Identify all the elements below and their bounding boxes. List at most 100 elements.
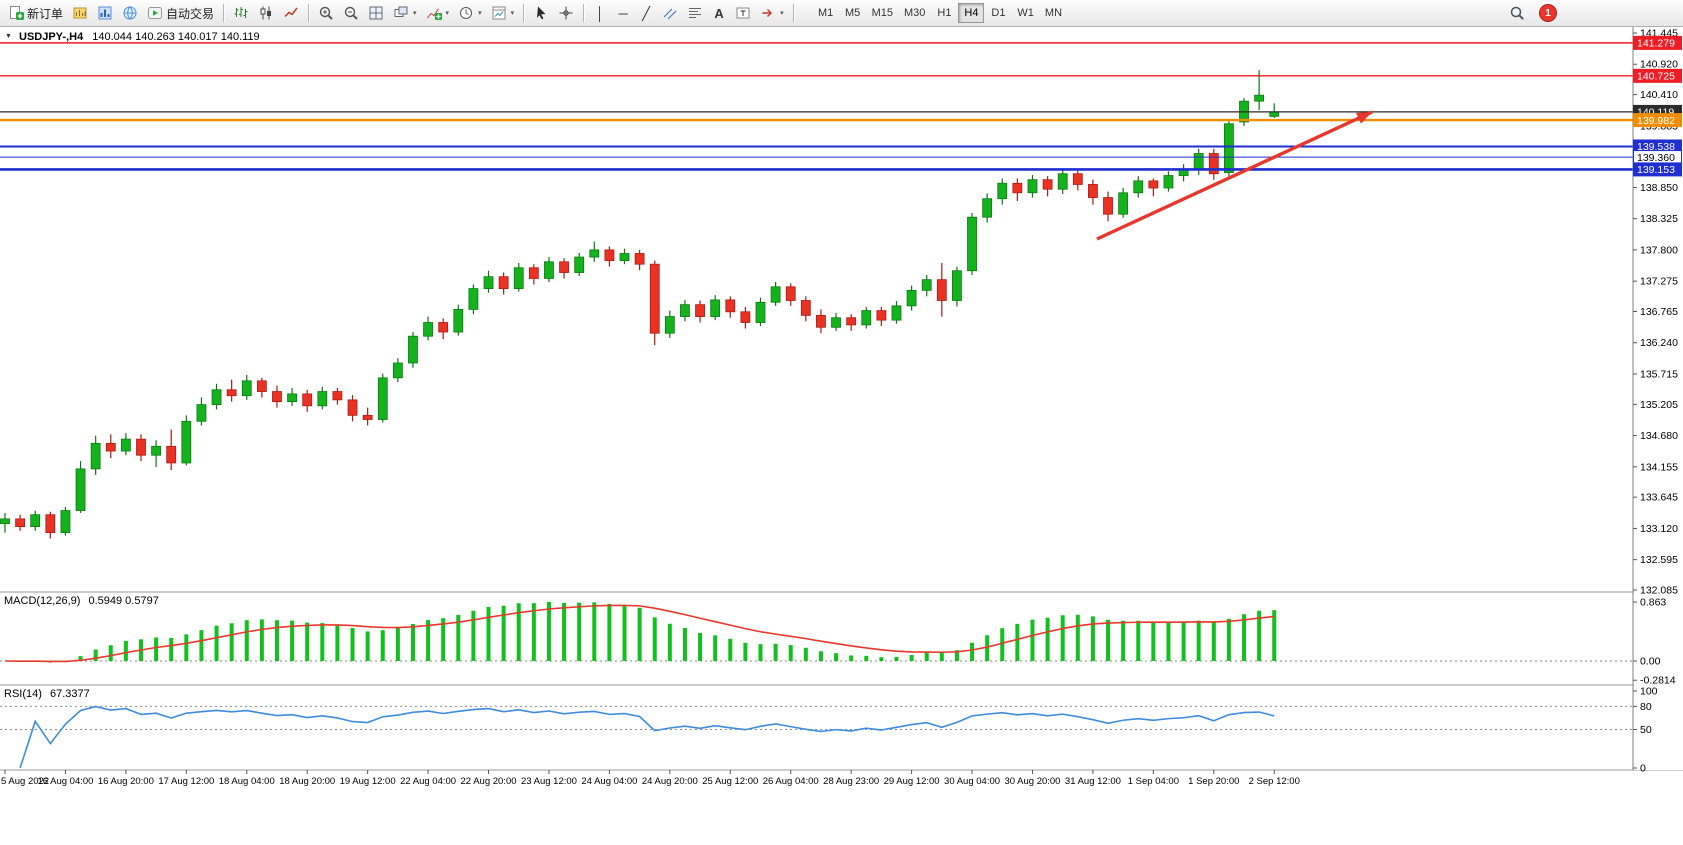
ohlc-readout: 140.044 140.263 140.017 140.119	[92, 31, 260, 43]
candle-body	[302, 393, 313, 407]
timeframe-button-w1[interactable]: W1	[1012, 3, 1039, 23]
cursor-tool-button[interactable]	[529, 2, 553, 24]
trendline-icon: ╱	[642, 5, 650, 21]
notification-badge[interactable]: 1	[1539, 4, 1557, 22]
crosshair-tool-button[interactable]	[554, 2, 578, 24]
arrange-windows-button[interactable]: ▾	[389, 2, 421, 24]
zoom-in-button[interactable]	[314, 2, 338, 24]
candle-body	[740, 311, 751, 323]
candle-body	[1088, 184, 1098, 198]
time-label: 2 Sep 12:00	[1249, 776, 1300, 787]
chart-background[interactable]	[0, 27, 1683, 845]
trend-arrow-head	[1356, 112, 1372, 124]
macd-indicator-label: MACD(12,26,9) 0.5949 0.5797	[4, 595, 159, 607]
toolbar-separator	[223, 4, 225, 22]
candle-body	[226, 389, 237, 397]
price-tick-label: 140.410	[1640, 89, 1678, 101]
price-tag	[1633, 35, 1682, 50]
navigator-button[interactable]	[118, 2, 142, 24]
time-label: 22 Aug 04:00	[400, 776, 456, 787]
periods-clock-icon	[460, 7, 473, 19]
candle-body	[1193, 153, 1204, 170]
price-tick-label: 136.765	[1640, 306, 1678, 318]
time-label: 18 Aug 04:00	[219, 776, 275, 787]
time-label: 26 Aug 04:00	[763, 776, 819, 787]
templates-button[interactable]: ▾	[487, 2, 519, 24]
line-chart-icon	[284, 7, 298, 18]
timeframe-button-h4[interactable]: H4	[958, 3, 985, 23]
horizontal-line-tool-button[interactable]: ─	[612, 2, 634, 24]
toolbar-separator	[792, 4, 794, 22]
trendline-tool-button[interactable]: ╱	[635, 2, 657, 24]
toolbar-separator	[523, 4, 525, 22]
candle-body	[876, 310, 887, 321]
candle-body	[1118, 192, 1129, 215]
price-tick-label: 134.680	[1640, 430, 1678, 442]
zoom-out-icon	[344, 6, 358, 20]
bar-chart-icon	[234, 7, 248, 18]
candle-body	[664, 316, 675, 334]
candle-body	[755, 301, 766, 323]
candle-body	[710, 299, 721, 317]
candle-body	[831, 317, 841, 328]
timeframe-bar: M1 M5 M15 M30 H1 H4 D1 W1 MN	[813, 3, 1067, 23]
arrows-tool-button[interactable]: ▾	[756, 2, 788, 24]
candle-body	[1103, 197, 1113, 215]
zoom-out-button[interactable]	[339, 2, 363, 24]
timeframe-button-m5[interactable]: M5	[840, 3, 866, 23]
periods-button[interactable]: ▾	[454, 2, 486, 24]
search-button[interactable]	[1505, 2, 1529, 24]
price-tick-label: 132.085	[1640, 585, 1678, 597]
price-tick-label: 133.120	[1640, 523, 1678, 535]
label-tool-button[interactable]	[731, 2, 755, 24]
candle-body	[574, 256, 585, 273]
zoom-in-icon	[319, 6, 333, 20]
candle-body	[816, 314, 826, 328]
chart-title: ▼ USDJPY-,H4 140.044 140.263 140.017 140…	[5, 31, 260, 43]
tile-windows-button[interactable]	[364, 2, 388, 24]
trend-arrow[interactable]	[1096, 110, 1373, 241]
candle-body	[136, 438, 146, 456]
dropdown-caret-icon: ▾	[445, 9, 450, 17]
fibonacci-tool-button[interactable]	[683, 2, 707, 24]
rsi-tick-label: 100	[1640, 686, 1658, 698]
text-tool-button[interactable]: A	[708, 2, 730, 24]
market-watch-button[interactable]	[93, 2, 117, 24]
rsi-name: RSI(14)	[4, 688, 42, 700]
timeframe-button-d1[interactable]: D1	[985, 3, 1011, 23]
candle-body	[90, 442, 101, 470]
charts-profile-button[interactable]	[68, 2, 92, 24]
dropdown-caret-icon: ▾	[478, 9, 482, 17]
candle-body	[1027, 179, 1038, 194]
timeframe-button-m1[interactable]: M1	[813, 3, 839, 23]
vertical-line-icon: │	[596, 5, 605, 21]
time-label: 17 Aug 12:00	[158, 776, 214, 787]
candle-body	[241, 380, 252, 397]
chart-window[interactable]: 141.445140.920140.410139.885139.360138.8…	[0, 27, 1683, 845]
macd-tick-label: 0.863	[1640, 597, 1666, 609]
rsi-tick-label: 80	[1640, 701, 1652, 713]
line-chart-button[interactable]	[279, 2, 303, 24]
candle-body	[604, 249, 615, 262]
candle-body	[528, 267, 539, 279]
candle-body	[30, 514, 41, 528]
indicators-button[interactable]: ▾	[422, 2, 454, 24]
channel-tool-button[interactable]	[658, 2, 682, 24]
vertical-line-tool-button[interactable]: │	[589, 2, 611, 24]
timeframe-button-m15[interactable]: M15	[867, 3, 898, 23]
candle-body	[1163, 175, 1174, 189]
time-label: 16 Aug 04:00	[37, 776, 93, 787]
rsi-indicator-label: RSI(14) 67.3377	[4, 688, 90, 700]
bar-chart-button[interactable]	[229, 2, 253, 24]
candlestick-chart-button[interactable]	[254, 2, 278, 24]
new-order-button[interactable]: 新订单	[4, 2, 67, 24]
candle-body	[982, 198, 993, 218]
timeframe-button-m30[interactable]: M30	[899, 3, 930, 23]
autotrading-button[interactable]: 自动交易	[143, 2, 218, 24]
price-tick-label: 132.595	[1640, 554, 1678, 566]
timeframe-button-mn[interactable]: MN	[1040, 3, 1067, 23]
chart-menu-marker-icon[interactable]: ▼	[5, 33, 12, 40]
price-chart-canvas[interactable]: 141.445140.920140.410139.885139.360138.8…	[0, 27, 1683, 845]
timeframe-button-h1[interactable]: H1	[931, 3, 957, 23]
